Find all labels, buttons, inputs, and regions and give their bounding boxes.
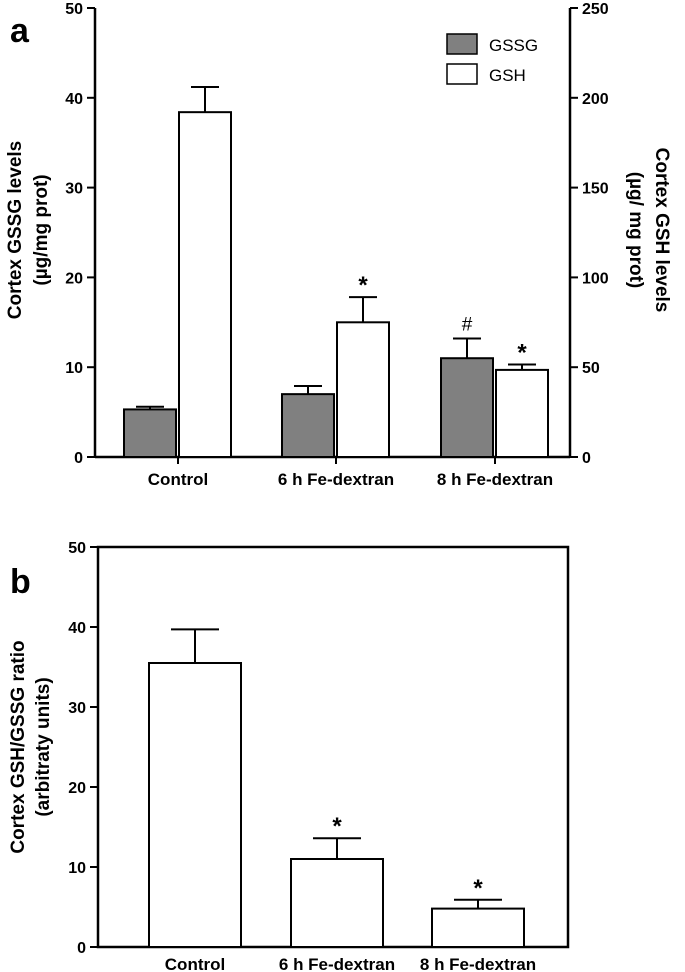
chart-b-bar <box>148 662 242 948</box>
legend-gssg-label: GSSG <box>489 36 538 55</box>
chart-a-category-label: 8 h Fe-dextran <box>437 470 553 489</box>
chart-a-ytick-label: 0 <box>74 450 83 467</box>
chart-a-y2tick-label: 200 <box>582 91 609 108</box>
chart-b-ytick-label: 30 <box>68 700 86 717</box>
chart-b-ylabel-line1: Cortex GSH/GSSG ratio <box>8 640 29 853</box>
chart-b-category-label: 6 h Fe-dextran <box>279 955 395 972</box>
chart-a-y2tick-label: 250 <box>582 1 609 18</box>
chart-b-ytick-label: 40 <box>68 620 86 637</box>
legend-gssg-swatch <box>446 33 478 55</box>
chart-a-y2label-line2: (µg/ mg prot) <box>625 172 646 288</box>
chart-b-bar <box>290 858 384 948</box>
chart-a-significance-mark: * <box>358 272 368 299</box>
chart-a-bar-gssg <box>440 357 494 458</box>
chart-a-y2tick-label: 150 <box>582 181 609 198</box>
chart-a-ylabel-line2: (µg/mg prot) <box>31 174 52 285</box>
chart-b-plot: 0 10 20 30 40 50 Control 6 h Fe-dextran * 8 h Fe-… <box>68 540 570 972</box>
chart-b-category-label: 8 h Fe-dextran <box>420 955 536 972</box>
legend-gsh-label: GSH <box>489 66 526 85</box>
chart-a-y2tick-label: 100 <box>582 270 609 287</box>
chart-b-ytick-label: 20 <box>68 780 86 797</box>
chart-b-ytick-label: 50 <box>68 540 86 557</box>
chart-b-significance-mark: * <box>473 875 483 902</box>
chart-b-significance-mark: * <box>332 813 342 840</box>
chart-a-ytick-label: 20 <box>65 270 83 287</box>
chart-b-ytick-label: 0 <box>77 940 86 957</box>
chart-a-significance-mark: # <box>462 314 473 335</box>
panel-b-label: b <box>10 563 31 601</box>
chart-a-category-label: Control <box>148 470 208 489</box>
chart-a-ytick-label: 10 <box>65 360 83 377</box>
chart-a-plot: 0 10 20 30 40 50 0 50 100 150 200 250 Control 6 h Fe-… <box>65 1 609 489</box>
chart-b-category-label: Control <box>165 955 225 972</box>
chart-a-y2label-line1: Cortex GSH levels <box>651 148 672 313</box>
chart-b-ylabel-line2: (arbitraty units) <box>33 677 54 816</box>
chart-a-y2tick-label: 0 <box>582 450 591 467</box>
chart-b-ytick-label: 10 <box>68 860 86 877</box>
chart-a-ytick-label: 40 <box>65 91 83 108</box>
chart-a-bar-gssg <box>123 408 177 459</box>
chart-a-y2tick-label: 50 <box>582 360 600 377</box>
panel-a-label: a <box>10 12 30 50</box>
chart-a-bar-gsh <box>495 368 549 459</box>
chart-a-ylabel-line1: Cortex GSSG levels <box>5 141 26 319</box>
chart-a-bar-gssg <box>281 393 335 459</box>
chart-a-bar-gsh <box>178 111 232 458</box>
chart-a-significance-mark: * <box>517 340 527 367</box>
chart-a-category-label: 6 h Fe-dextran <box>278 470 394 489</box>
chart-a-bar-gsh <box>336 321 390 458</box>
chart-a-ytick-label: 30 <box>65 181 83 198</box>
chart-b-bar <box>431 907 525 948</box>
legend-gsh-swatch <box>446 63 478 85</box>
chart-a-ytick-label: 50 <box>65 1 83 18</box>
